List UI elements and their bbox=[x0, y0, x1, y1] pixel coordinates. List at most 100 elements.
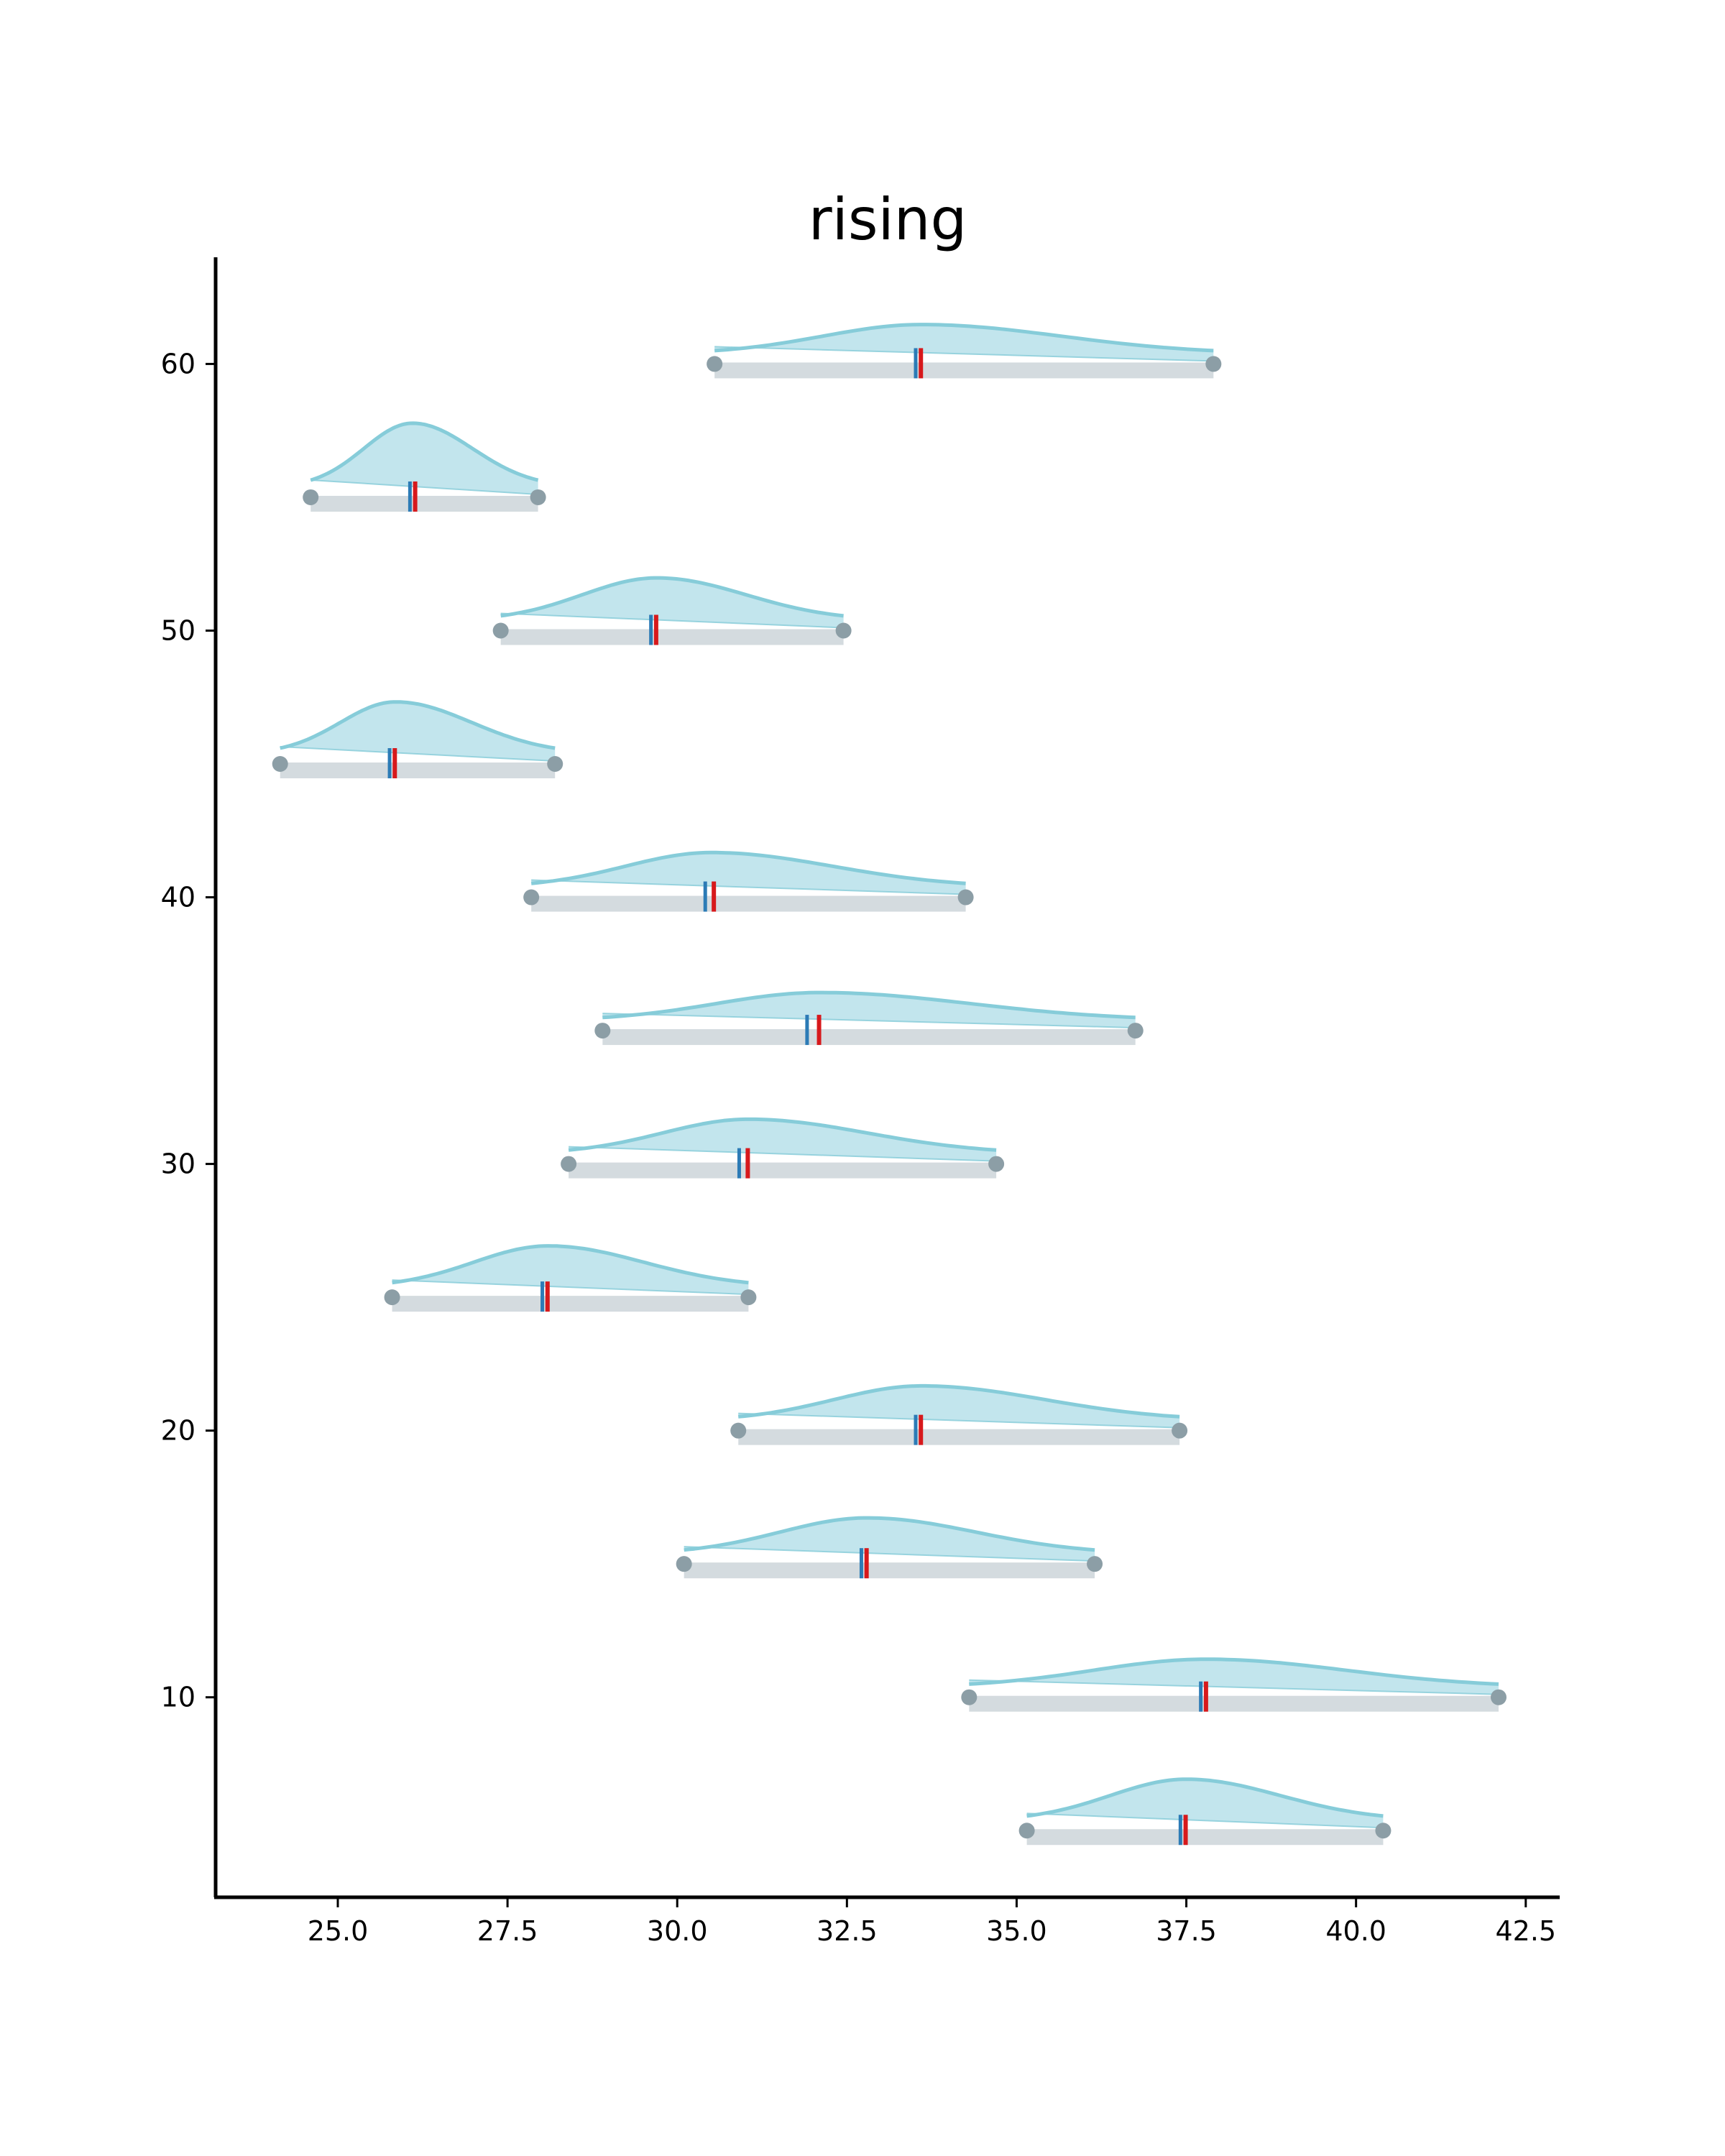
range-bar bbox=[738, 1429, 1180, 1445]
min-point bbox=[1018, 1823, 1035, 1839]
max-point bbox=[740, 1289, 757, 1306]
max-point bbox=[988, 1156, 1005, 1172]
median-marker bbox=[805, 1015, 809, 1046]
density-line bbox=[602, 990, 1136, 1020]
x-tick-label: 42.5 bbox=[1495, 1915, 1556, 1947]
density-line bbox=[714, 323, 1214, 353]
mean-marker bbox=[1183, 1815, 1188, 1846]
x-tick-label: 32.5 bbox=[816, 1915, 878, 1947]
range-bar bbox=[531, 895, 966, 912]
mean-marker bbox=[653, 614, 658, 645]
density-baseline bbox=[602, 1013, 1136, 1029]
y-tick-label: 20 bbox=[161, 1415, 196, 1447]
min-point bbox=[384, 1289, 400, 1306]
density-area bbox=[1026, 1779, 1384, 1828]
density-line bbox=[310, 421, 539, 482]
ridge-row-25 bbox=[384, 1244, 757, 1312]
max-point bbox=[1087, 1556, 1103, 1572]
density-area bbox=[500, 578, 844, 628]
max-point bbox=[1127, 1023, 1144, 1039]
mean-marker bbox=[1203, 1681, 1208, 1712]
median-marker bbox=[1178, 1815, 1182, 1846]
y-tick-label: 50 bbox=[161, 614, 196, 646]
density-line bbox=[1026, 1777, 1384, 1818]
min-point bbox=[492, 622, 509, 639]
max-point bbox=[1375, 1823, 1392, 1839]
density-baseline bbox=[310, 479, 538, 495]
median-marker bbox=[703, 881, 707, 912]
density-baseline bbox=[531, 879, 966, 895]
density-baseline bbox=[392, 1279, 749, 1296]
density-area bbox=[392, 1245, 749, 1295]
range-bar bbox=[969, 1695, 1499, 1712]
median-marker bbox=[540, 1281, 545, 1312]
ridge-row-10 bbox=[961, 1657, 1506, 1712]
ridge-row-30 bbox=[561, 1117, 1005, 1179]
median-marker bbox=[859, 1548, 863, 1579]
density-area bbox=[969, 1659, 1499, 1695]
mean-marker bbox=[413, 481, 418, 512]
x-tick-label: 35.0 bbox=[986, 1915, 1047, 1947]
min-point bbox=[730, 1422, 747, 1439]
mean-marker bbox=[712, 881, 717, 912]
min-point bbox=[272, 756, 288, 773]
median-marker bbox=[914, 1414, 918, 1445]
density-area bbox=[569, 1119, 997, 1161]
range-bar bbox=[714, 362, 1214, 379]
density-baseline bbox=[569, 1146, 997, 1162]
chart-title: rising bbox=[809, 186, 967, 253]
median-marker bbox=[737, 1148, 741, 1179]
range-bar bbox=[392, 1296, 749, 1312]
density-line bbox=[737, 1383, 1180, 1419]
ridge-row-20 bbox=[730, 1383, 1188, 1445]
median-marker bbox=[649, 614, 653, 645]
density-baseline bbox=[500, 612, 844, 629]
x-tick-label: 27.5 bbox=[477, 1915, 538, 1947]
density-line bbox=[684, 1516, 1095, 1552]
ridge-row-60 bbox=[707, 323, 1222, 379]
density-line bbox=[392, 1244, 749, 1285]
mean-marker bbox=[919, 348, 924, 379]
ridge-row-15 bbox=[676, 1516, 1103, 1579]
median-marker bbox=[1199, 1681, 1203, 1712]
density-area bbox=[280, 701, 556, 762]
density-line bbox=[530, 850, 966, 885]
density-baseline bbox=[684, 1546, 1095, 1562]
min-point bbox=[523, 889, 540, 906]
range-bar bbox=[684, 1562, 1095, 1579]
ridge-row-45 bbox=[272, 700, 564, 779]
max-point bbox=[1205, 356, 1222, 372]
density-baseline bbox=[280, 746, 556, 763]
density-line bbox=[280, 700, 556, 750]
median-marker bbox=[914, 348, 918, 379]
x-tick-label: 37.5 bbox=[1156, 1915, 1217, 1947]
density-baseline bbox=[1026, 1812, 1384, 1829]
min-point bbox=[303, 489, 319, 505]
ridge-row-35 bbox=[594, 990, 1144, 1046]
min-point bbox=[561, 1156, 577, 1172]
min-point bbox=[676, 1556, 692, 1572]
range-bar bbox=[602, 1029, 1136, 1046]
y-tick-label: 30 bbox=[161, 1148, 196, 1180]
density-baseline bbox=[714, 346, 1214, 362]
min-point bbox=[594, 1023, 611, 1039]
range-bar bbox=[1026, 1829, 1384, 1846]
median-marker bbox=[387, 748, 392, 779]
density-area bbox=[310, 423, 538, 494]
axes: 25.0 27.5 30.0 32.5 35.0 37.5 40.0 42.5 10 20 30 40… bbox=[161, 257, 1560, 1947]
max-point bbox=[835, 622, 852, 639]
y-tick-label: 60 bbox=[161, 348, 196, 379]
max-point bbox=[547, 756, 564, 773]
ridge-row-5 bbox=[1018, 1777, 1392, 1846]
mean-marker bbox=[545, 1281, 550, 1312]
mean-marker bbox=[745, 1148, 750, 1179]
max-point bbox=[957, 889, 974, 906]
min-point bbox=[707, 356, 723, 372]
plot-area bbox=[272, 323, 1506, 1846]
max-point bbox=[530, 489, 546, 505]
density-line bbox=[969, 1657, 1499, 1686]
density-baseline bbox=[738, 1412, 1180, 1429]
ridge-row-50 bbox=[492, 576, 852, 645]
mean-marker bbox=[392, 748, 397, 779]
